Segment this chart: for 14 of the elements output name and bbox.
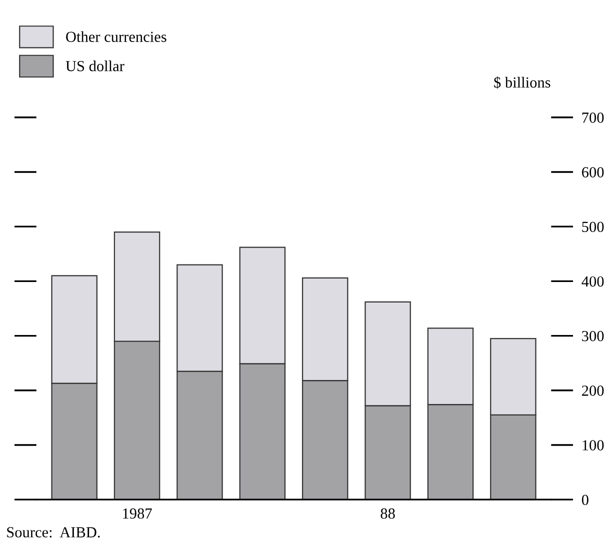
y-tick-label: 700 xyxy=(582,112,604,123)
y-tick-label: 0 xyxy=(582,494,588,506)
x-tick-label: 1987 xyxy=(123,508,152,519)
y-tick-label: 200 xyxy=(582,386,604,396)
y-tick-label: 600 xyxy=(582,167,604,178)
y-tick-label: 100 xyxy=(582,440,604,450)
y-tick-label: 400 xyxy=(582,276,604,287)
x-tick-label: 88 xyxy=(380,508,395,519)
y-axis-title: $ billions xyxy=(494,76,550,89)
y-tick-label: 300 xyxy=(582,330,604,342)
legend-label: US dollar xyxy=(66,60,124,72)
y-tick-label: 500 xyxy=(582,222,604,232)
source-note: Source: AIBD. xyxy=(7,527,100,538)
legend-label: Other currencies xyxy=(66,31,166,42)
